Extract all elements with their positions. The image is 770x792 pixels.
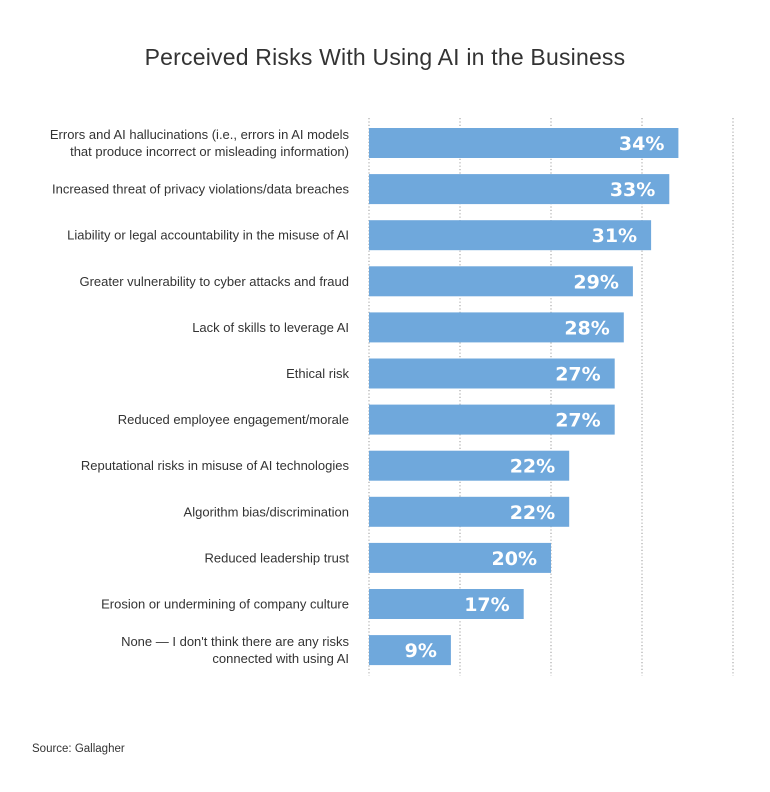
bar-value-label: 9% (405, 640, 437, 662)
chart-title: Perceived Risks With Using AI in the Bus… (144, 44, 626, 70)
bar (369, 266, 633, 297)
bar-value-label: 28% (564, 317, 609, 339)
bar (369, 220, 652, 251)
bar (369, 542, 551, 573)
bar (369, 174, 670, 205)
bar-value-label: 17% (464, 594, 509, 616)
bar (369, 128, 679, 158)
bar-value-label: 22% (510, 456, 555, 478)
category-label: Increased threat of privacy violations/d… (52, 182, 350, 197)
source-note: Source: Gallagher (32, 743, 125, 755)
bar (369, 589, 524, 619)
bar (369, 635, 451, 666)
category-label: Reduced leadership trust (204, 550, 349, 565)
bar (369, 450, 570, 481)
category-label: Greater vulnerability to cyber attacks a… (79, 274, 349, 289)
category-label: Ethical risk (286, 366, 349, 381)
bar-value-label: 29% (573, 271, 618, 293)
bar-value-label: 22% (510, 502, 555, 524)
category-label: None — I don't think there are any risks… (121, 634, 349, 666)
category-label: Errors and AI hallucinations (i.e., erro… (50, 127, 350, 159)
bar (369, 404, 615, 435)
bar-value-label: 34% (619, 133, 664, 155)
category-label: Liability or legal accountability in the… (67, 228, 349, 243)
bar (369, 496, 570, 527)
bar-value-label: 27% (555, 364, 600, 386)
category-label: Reduced employee engagement/morale (118, 412, 349, 427)
bar-value-label: 33% (610, 179, 655, 201)
bar-value-label: 20% (492, 548, 537, 570)
bar (369, 358, 615, 389)
bar-value-label: 31% (592, 225, 637, 247)
category-label: Algorithm bias/discrimination (184, 504, 349, 519)
category-label: Reputational risks in misuse of AI techn… (81, 458, 350, 473)
category-label: Lack of skills to leverage AI (192, 320, 349, 335)
bar-value-label: 27% (555, 410, 600, 432)
category-label: Erosion or undermining of company cultur… (101, 597, 349, 612)
bar (369, 312, 624, 343)
